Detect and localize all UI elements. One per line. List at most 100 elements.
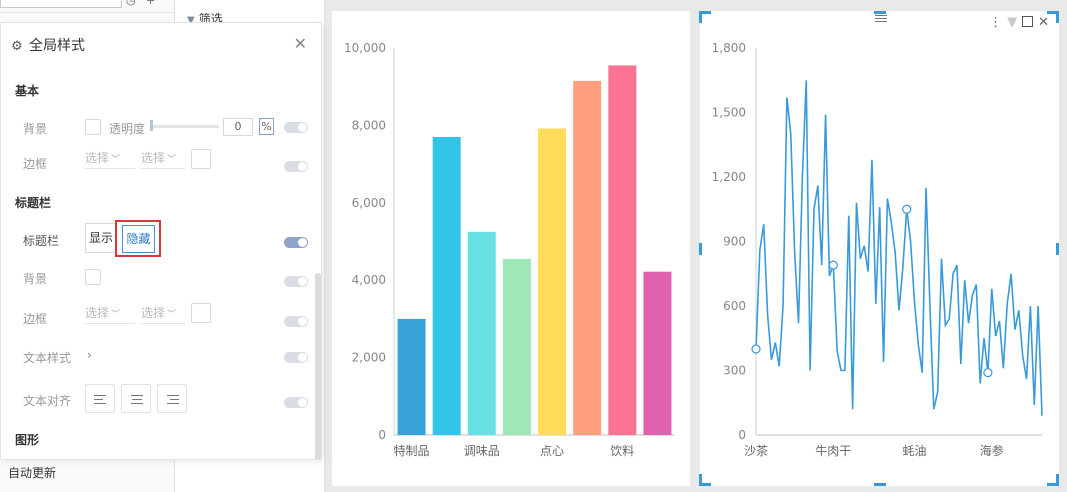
filter-icon[interactable]: ▼ bbox=[1007, 15, 1018, 30]
data-point bbox=[983, 368, 993, 378]
border-width-value: 选择 bbox=[141, 151, 166, 165]
y-tick-label: 0 bbox=[738, 428, 746, 442]
line-chart-card[interactable]: ⋮ ▼ ✕ 0 300 600 900 1,200 1,500 1,800 沙茶 牛肉干 蚝油 海参 bbox=[700, 11, 1059, 486]
y-tick-label: 1,800 bbox=[712, 41, 746, 55]
titlebar-toggle[interactable] bbox=[284, 237, 308, 248]
titlebar-background-toggle[interactable] bbox=[284, 276, 308, 287]
resize-handle-left[interactable] bbox=[699, 243, 702, 255]
titlebar-border-style-value: 选择 bbox=[85, 306, 110, 320]
data-point bbox=[902, 204, 912, 214]
align-center-button[interactable] bbox=[121, 384, 151, 413]
y-tick-label: 6,000 bbox=[352, 196, 386, 210]
border-color-swatch[interactable] bbox=[191, 149, 211, 169]
border-style-value: 选择 bbox=[85, 151, 110, 165]
drag-handle-icon[interactable] bbox=[875, 13, 887, 22]
x-tick-label: 沙茶 bbox=[744, 443, 768, 458]
hide-button[interactable]: 隐藏 bbox=[122, 225, 155, 253]
titlebar-border-width-value: 选择 bbox=[141, 306, 166, 320]
gear-icon: ⚙ bbox=[11, 39, 23, 54]
panel-scrollbar[interactable] bbox=[315, 273, 321, 459]
y-tick-label: 900 bbox=[723, 235, 746, 249]
y-tick-label: 4,000 bbox=[352, 273, 386, 287]
chevron-right-icon[interactable]: › bbox=[87, 348, 92, 362]
clock-icon[interactable]: ◷ bbox=[126, 0, 136, 7]
panel-title-text: 全局样式 bbox=[29, 38, 85, 54]
resize-handle-br[interactable] bbox=[1056, 474, 1059, 486]
y-tick-label: 8,000 bbox=[352, 118, 386, 132]
maximize-icon[interactable] bbox=[1022, 16, 1034, 27]
x-tick-label: 蚝油 bbox=[902, 444, 926, 458]
opacity-slider-track[interactable] bbox=[151, 125, 219, 128]
resize-handle-right[interactable] bbox=[1056, 243, 1059, 255]
y-tick-label: 0 bbox=[378, 428, 386, 442]
x-tick-label: 牛肉干 bbox=[815, 443, 851, 458]
x-tick-label: 海参 bbox=[980, 443, 1004, 458]
titlebar-border-toggle[interactable] bbox=[284, 316, 308, 327]
x-tick-label: 饮料 bbox=[610, 444, 634, 458]
resize-handle-tr[interactable] bbox=[1056, 11, 1059, 23]
filter-icon: ▼ bbox=[187, 15, 195, 26]
close-icon[interactable]: ✕ bbox=[1038, 15, 1049, 30]
section-graphic: 图形 bbox=[15, 433, 40, 447]
titlebar-border-width-select[interactable]: 选择 ﹀ bbox=[141, 304, 185, 324]
opacity-label: 透明度 bbox=[109, 122, 146, 136]
y-tick-label: 1,500 bbox=[712, 106, 746, 120]
titlebar-background-label: 背景 bbox=[23, 272, 48, 286]
data-point bbox=[828, 260, 838, 270]
bar bbox=[397, 318, 426, 435]
auto-update-label[interactable]: 自动更新 bbox=[8, 466, 57, 480]
opacity-input[interactable]: 0 bbox=[223, 118, 253, 136]
line-chart: 0 300 600 900 1,200 1,500 1,800 沙茶 牛肉干 蚝油 海参 bbox=[712, 41, 1043, 458]
chevron-down-icon: ﹀ bbox=[167, 155, 177, 165]
resize-handle-bl[interactable] bbox=[699, 483, 711, 486]
close-icon[interactable]: ✕ bbox=[293, 34, 307, 53]
section-titlebar: 标题栏 bbox=[15, 196, 52, 210]
resize-handle-bottom[interactable] bbox=[874, 483, 886, 486]
align-right-button[interactable] bbox=[157, 384, 187, 413]
bar bbox=[573, 80, 602, 436]
resize-handle-bl[interactable] bbox=[699, 474, 702, 486]
show-button[interactable]: 显示 bbox=[85, 223, 117, 253]
highlight-outline bbox=[115, 220, 161, 257]
data-point bbox=[751, 344, 761, 354]
bar bbox=[538, 128, 567, 435]
chevron-down-icon: ﹀ bbox=[111, 310, 121, 320]
y-tick-label: 10,000 bbox=[344, 41, 386, 55]
titlebar-background-checkbox[interactable] bbox=[85, 269, 101, 285]
border-label: 边框 bbox=[23, 157, 48, 171]
series-line bbox=[755, 80, 1043, 416]
y-tick-label: 300 bbox=[723, 364, 746, 378]
align-left-button[interactable] bbox=[85, 384, 115, 413]
x-tick-label: 点心 bbox=[540, 444, 564, 458]
resize-handle-tl[interactable] bbox=[699, 11, 711, 14]
border-width-select[interactable]: 选择 ﹀ bbox=[141, 149, 185, 169]
global-style-panel: ⚙ 全局样式 ✕ 基本 背景 透明度 0 % 边框 选择 ﹀ 选择 ﹀ 标题栏 标题栏… bbox=[0, 22, 322, 460]
name-field[interactable] bbox=[0, 0, 122, 8]
opacity-unit: % bbox=[259, 118, 274, 135]
section-basic: 基本 bbox=[15, 84, 40, 98]
resize-handle-top[interactable] bbox=[874, 11, 886, 14]
border-style-select[interactable]: 选择 ﹀ bbox=[85, 149, 135, 169]
chevron-down-icon: ﹀ bbox=[167, 310, 177, 320]
border-toggle[interactable] bbox=[284, 161, 308, 172]
resize-handle-tr[interactable] bbox=[1047, 11, 1059, 14]
background-toggle[interactable] bbox=[284, 122, 308, 133]
bar bbox=[643, 271, 672, 435]
bar bbox=[502, 258, 531, 435]
titlebar-label: 标题栏 bbox=[23, 234, 60, 248]
y-tick-label: 600 bbox=[723, 299, 746, 313]
resize-handle-tl[interactable] bbox=[699, 11, 702, 23]
text-align-toggle[interactable] bbox=[284, 397, 308, 408]
titlebar-border-style-select[interactable]: 选择 ﹀ bbox=[85, 304, 135, 324]
background-checkbox[interactable] bbox=[85, 119, 101, 135]
text-style-toggle[interactable] bbox=[284, 352, 308, 363]
titlebar-border-color-swatch[interactable] bbox=[191, 303, 211, 323]
resize-handle-br[interactable] bbox=[1047, 483, 1059, 486]
more-icon[interactable]: ⋮ bbox=[989, 15, 1003, 30]
add-icon[interactable]: + bbox=[146, 0, 156, 7]
chart-toolbar: ⋮ ▼ ✕ bbox=[984, 15, 1049, 30]
chevron-down-icon: ﹀ bbox=[111, 155, 121, 165]
bar-chart-card[interactable]: 0 2,000 4,000 6,000 8,000 10,000 特制品 调味品 点心 饮料 bbox=[332, 11, 690, 486]
opacity-slider-handle[interactable] bbox=[150, 120, 153, 131]
divider bbox=[0, 12, 175, 13]
